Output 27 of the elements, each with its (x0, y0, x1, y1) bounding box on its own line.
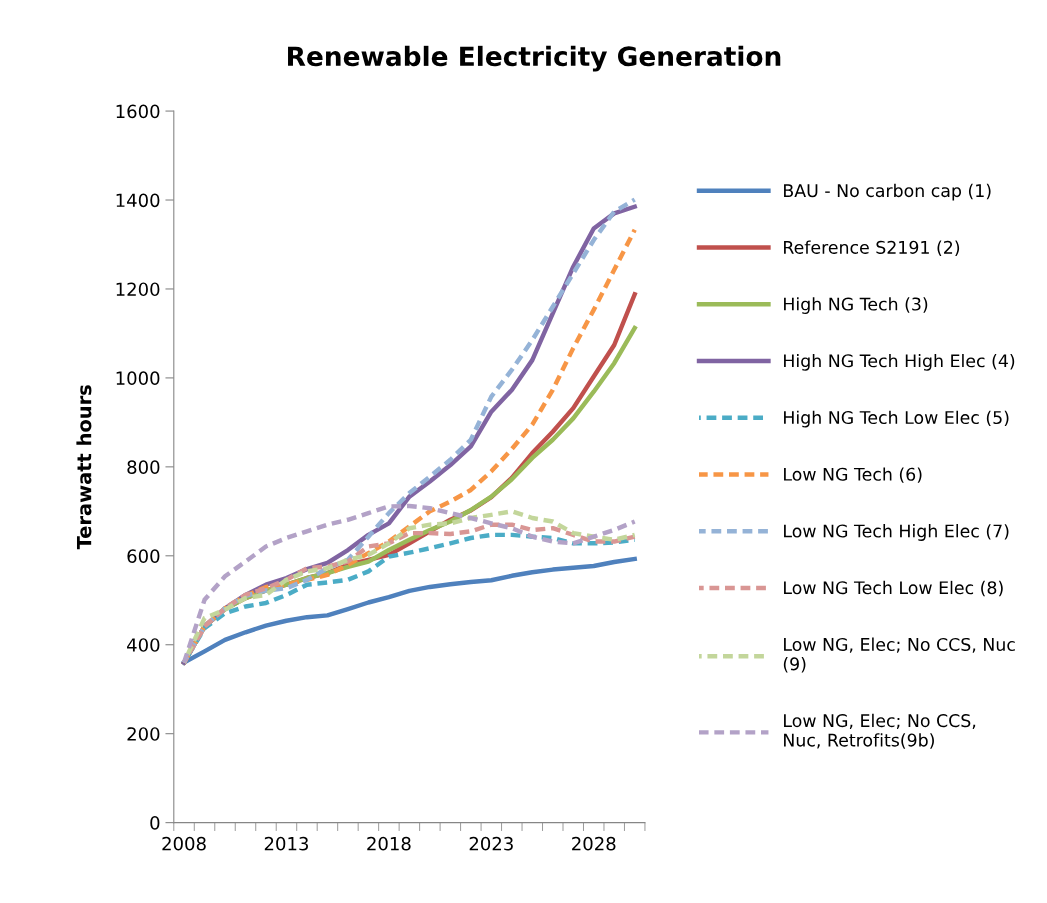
legend-label: Low NG, Elec; No CCS, Nuc (9) (783, 637, 1015, 673)
chart-title: Renewable Electricity Generation (288, 45, 781, 72)
y-axis-title: Terawatt hours (76, 385, 92, 550)
y-tick-label: 800 (127, 460, 160, 474)
legend-label: High NG Tech (3) (784, 297, 928, 314)
y-tick-label: 200 (127, 727, 160, 741)
y-tick-label: 0 (150, 816, 160, 830)
y-tick-label: 1200 (116, 282, 160, 297)
legend-label: Low NG Tech (6) (784, 467, 922, 483)
x-tick-label: 2018 (367, 836, 411, 851)
legend-label: High NG Tech High Elec (4) (784, 353, 1015, 371)
x-tick-label: 2028 (572, 836, 616, 851)
x-tick-label: 2013 (264, 836, 308, 851)
legend-label: Low NG, Elec; No CCS, Nuc, Retrofits(9b) (784, 713, 976, 749)
y-tick-label: 1400 (116, 193, 160, 208)
legend-label: Low NG Tech Low Elec (8) (784, 580, 1003, 597)
line-series (181, 556, 637, 665)
legend-label: Low NG Tech High Elec (7) (784, 524, 1009, 541)
y-tick-label: 1000 (116, 371, 160, 386)
legend-label: BAU - No carbon cap (1) (784, 183, 991, 201)
legend-label: Reference S2191 (2) (784, 240, 960, 256)
x-tick-label: 2023 (469, 836, 513, 851)
legend-label: High NG Tech Low Elec (5) (784, 410, 1009, 428)
y-tick-label: 1600 (116, 104, 160, 119)
x-tick-label: 2008 (162, 836, 206, 851)
y-tick-label: 600 (127, 549, 160, 563)
y-tick-label: 400 (127, 638, 160, 652)
